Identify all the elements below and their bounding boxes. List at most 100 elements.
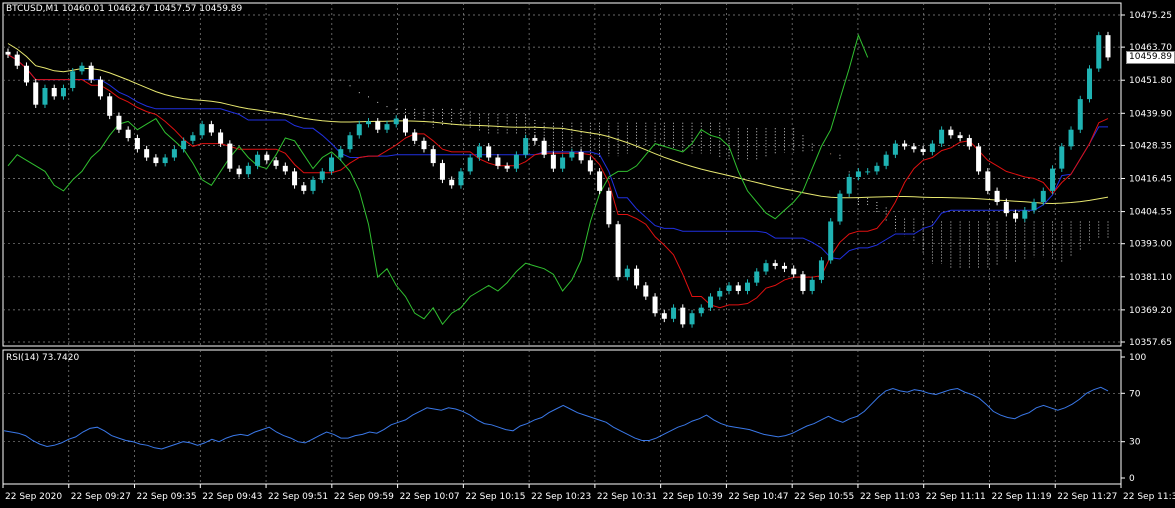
candle-body [1096,35,1102,69]
moving-average-line [7,43,1109,205]
price-tick-label: 10439.90 [1129,109,1172,119]
candle-body [781,265,787,269]
candle-body [449,179,455,186]
candle-body [125,129,131,139]
rsi-line [3,386,1109,450]
candle-body [264,154,270,161]
candle-body [144,149,150,158]
candle-body [51,87,57,97]
symbol-header: BTCUSD,M1 10460.01 10462.67 10457.57 104… [6,4,243,14]
candle-body [560,157,566,169]
candle-body [569,151,575,158]
candle-body [1087,68,1093,100]
time-axis-label: 22 Sep 09:59 [334,492,394,502]
candle-body [865,171,871,173]
candle-body [624,268,630,278]
price-tick-label: 10357.65 [1129,338,1172,348]
current-price-tag: 10459.89 [1126,51,1175,65]
time-axis-label: 22 Sep 10:47 [728,492,788,502]
candle-body [236,168,242,175]
candle-body [929,143,935,152]
candle-body [920,149,926,152]
candle-body [356,124,362,136]
tenkan-sen-line [7,54,1109,309]
candle-body [190,135,196,141]
candle-body [735,285,741,291]
rsi-title: RSI(14) 73.7420 [6,353,80,363]
time-axis-label: 22 Sep 09:43 [202,492,262,502]
candle-body [329,157,335,172]
candle-body [1040,190,1046,202]
time-axis-label: 22 Sep 09:51 [268,492,328,502]
candle-body [42,87,48,105]
candle-body [467,157,473,172]
candle-body [153,157,159,164]
candle-body [421,140,427,150]
time-axis-label: 22 Sep 10:39 [663,492,723,502]
time-axis-label: 22 Sep 09:27 [71,492,131,502]
candle-body [23,65,29,83]
rsi-tick-label: 30 [1129,438,1141,448]
candle-body [458,171,464,186]
candle-body [985,171,991,191]
candle-body [319,171,325,180]
candle-body [162,157,168,164]
candle-body [439,163,445,180]
candle-body [1105,35,1111,58]
candle-body [384,124,390,130]
candle-body [828,221,834,261]
time-axis-label: 22 Sep 11:19 [991,492,1051,502]
candle-body [107,96,113,116]
price-tick-label: 10416.45 [1129,175,1172,185]
candle-body [495,157,501,166]
candle-body [14,54,20,66]
candle-body [310,179,316,191]
candle-body [199,124,205,136]
candle-body [883,154,889,166]
candle-body [255,154,261,166]
time-axis-label: 22 Sep 2020 [5,492,62,502]
candle-body [809,279,815,291]
time-axis-label: 22 Sep 11:27 [1057,492,1117,502]
candle-body [671,307,677,319]
price-tick-label: 10404.55 [1129,208,1172,218]
candle-body [606,190,612,225]
candle-body [301,185,307,191]
candle-body [79,65,85,72]
candle-body [1077,99,1083,130]
main-panel-frame [2,2,1122,347]
candle-body [1003,201,1009,214]
candle-body [1022,210,1028,219]
time-axis-label: 22 Sep 09:35 [137,492,197,502]
candle-body [116,115,122,130]
candle-body [597,171,603,191]
candle-body [939,129,945,144]
kijun-sen-line [7,54,1108,260]
rsi-tick-label: 70 [1129,389,1141,399]
candle-body [800,274,806,291]
candle-body [523,138,529,155]
candle-body [430,149,436,164]
time-axis-label: 22 Sep 11:35 [1123,492,1175,502]
time-axis-label: 22 Sep 10:23 [531,492,591,502]
rsi-panel-frame [2,349,1122,485]
candle-body [1059,146,1065,169]
candle-body [837,193,843,222]
candle-body [393,118,399,125]
candle-body [754,271,760,283]
candle-body [948,129,954,136]
candle-body [532,138,538,141]
candle-body [1068,129,1074,147]
candle-body [134,138,140,150]
candle-body [181,140,187,150]
price-tick-label: 10475.25 [1129,11,1172,21]
candle-body [412,132,418,141]
candle-body [994,190,1000,202]
candle-body [70,71,76,88]
candle-body [402,118,408,133]
candle-body [338,149,344,158]
time-axis-label: 22 Sep 10:07 [400,492,460,502]
candle-body [504,165,510,169]
candle-body [97,79,103,97]
